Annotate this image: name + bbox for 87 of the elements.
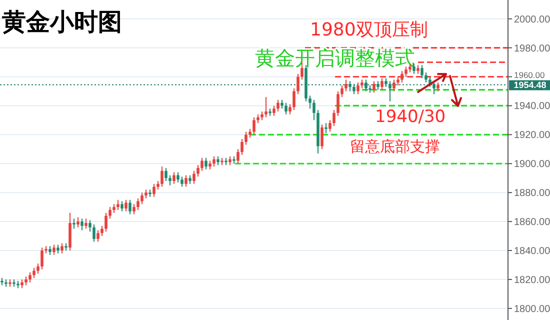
- y-tick-label: 1880.00: [514, 188, 550, 200]
- candlestick: [388, 80, 392, 102]
- candlestick: [328, 120, 332, 132]
- candlestick: [36, 263, 40, 274]
- candlestick: [288, 104, 292, 115]
- y-tick-label: 1960.00: [514, 70, 545, 80]
- ref-line-label: 1954.48: [514, 80, 546, 90]
- candlestick: [140, 192, 144, 205]
- y-tick-label: 1840.00: [514, 246, 550, 257]
- candlestick: [252, 116, 256, 136]
- candlestick: [392, 79, 396, 92]
- candlestick: [84, 218, 88, 230]
- candlestick: [212, 156, 216, 168]
- candlestick: [160, 166, 164, 188]
- y-tick-label: 1820.00: [514, 274, 550, 286]
- candlestick: [168, 174, 172, 186]
- candlestick: [380, 78, 384, 90]
- candlestick: [412, 63, 416, 74]
- candlestick: [356, 82, 360, 95]
- candlestick: [344, 79, 348, 92]
- candlestick: [272, 105, 276, 116]
- candlestick: [264, 96, 268, 118]
- annotation: 1940/30: [375, 106, 446, 127]
- candlestick: [244, 131, 248, 146]
- candlestick: [404, 66, 408, 78]
- candlestick: [240, 138, 244, 156]
- candlestick: [32, 267, 36, 279]
- candlestick: [92, 224, 96, 242]
- candlestick: [340, 84, 344, 98]
- candlestick: [336, 90, 340, 116]
- candlestick: [432, 80, 436, 95]
- annotation: 1980双顶压制: [310, 19, 428, 40]
- candlestick: [308, 95, 312, 110]
- candlestick: [80, 218, 84, 231]
- candlestick: [296, 73, 300, 95]
- candlestick: [276, 99, 280, 112]
- candlestick: [100, 225, 104, 237]
- candlestick: [352, 83, 356, 95]
- candlestick: [236, 148, 240, 164]
- candlestick: [200, 157, 204, 172]
- candlestick: [292, 88, 296, 111]
- candlestick: [72, 218, 76, 230]
- candlestick: [320, 124, 324, 150]
- candlestick: [52, 244, 56, 256]
- candlestick: [180, 176, 184, 188]
- candlestick: [176, 172, 180, 183]
- candlestick: [172, 172, 176, 184]
- annotation: 黄金开启调整模式: [255, 46, 415, 70]
- y-tick-label: 1900.00: [514, 159, 550, 170]
- y-tick-label: 1860.00: [514, 217, 550, 228]
- candlestick: [96, 230, 100, 242]
- candlestick: [192, 170, 196, 184]
- annotation: 留意底部支撑: [350, 137, 440, 156]
- candlestick: [60, 242, 64, 254]
- candlestick: [124, 199, 128, 212]
- candlestick: [136, 198, 140, 210]
- y-tick-label: 2000.00: [514, 14, 550, 26]
- candlestick: [184, 174, 188, 188]
- y-tick-label: 1980.00: [514, 43, 550, 54]
- candlestick: [324, 122, 328, 134]
- candlestick: [400, 70, 404, 84]
- candlestick: [104, 212, 108, 232]
- candlestick: [28, 272, 32, 283]
- candlestick: [312, 99, 316, 121]
- candlestick: [76, 216, 80, 228]
- candlestick: [332, 110, 336, 126]
- candlestick: [284, 102, 288, 115]
- candlestick: [420, 64, 424, 79]
- candlestick: [364, 79, 368, 92]
- candlestick: [88, 220, 92, 232]
- candlestick: [132, 204, 136, 215]
- candlestick: [196, 164, 200, 178]
- y-tick-label: 1920.00: [514, 130, 550, 142]
- y-tick-label: 1800.00: [514, 304, 550, 315]
- candlestick: [348, 80, 352, 92]
- candlestick: [116, 199, 120, 210]
- candlestick: [108, 206, 112, 220]
- y-tick-label: 1940.00: [514, 101, 550, 112]
- candlestick: [40, 247, 44, 270]
- candlestick: [424, 72, 428, 84]
- candlestick: [164, 167, 168, 182]
- candlestick: [204, 157, 208, 170]
- candlestick: [152, 183, 156, 198]
- candlestick: [372, 80, 376, 94]
- candlestick: [120, 200, 124, 212]
- candlestick: [128, 199, 132, 215]
- chart-title: 黄金小时图: [1, 7, 122, 36]
